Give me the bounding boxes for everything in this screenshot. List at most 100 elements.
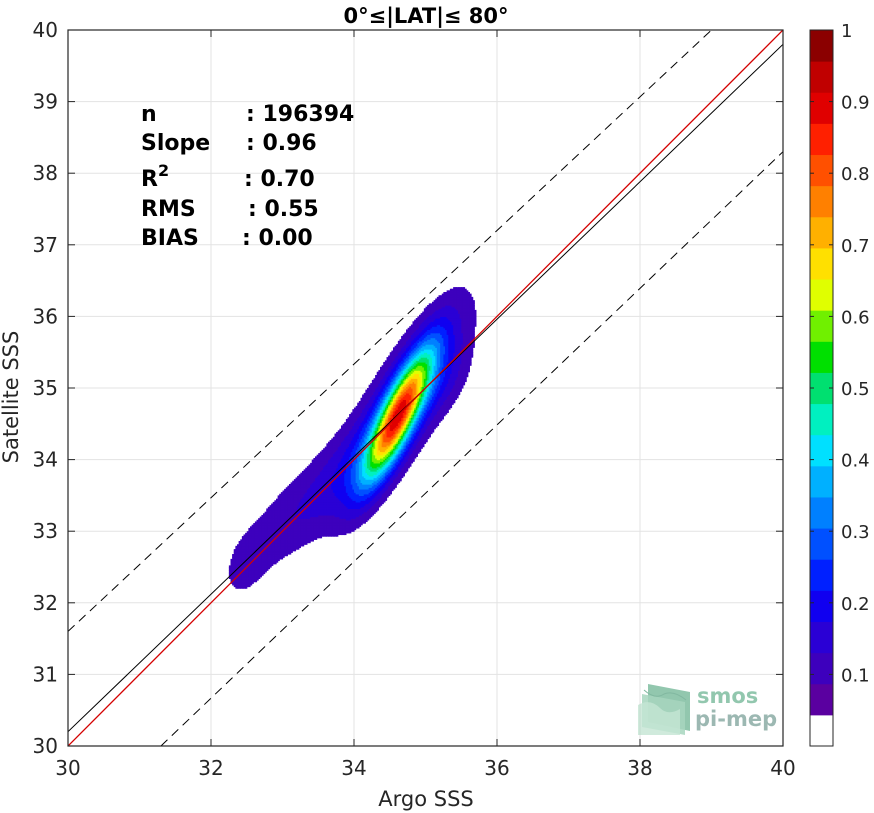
- density-cell: [297, 544, 300, 547]
- density-cell: [399, 438, 402, 441]
- density-cell: [341, 480, 344, 483]
- density-cell: [362, 519, 365, 523]
- density-cell: [264, 521, 267, 524]
- density-cell: [256, 571, 259, 575]
- density-cell: [347, 449, 350, 453]
- density-cell: [256, 540, 259, 544]
- density-cell: [316, 514, 319, 518]
- density-cell: [355, 492, 358, 495]
- density-cell: [391, 459, 394, 462]
- density-cell: [287, 493, 290, 496]
- density-cell: [272, 501, 275, 505]
- density-cell: [331, 492, 334, 495]
- density-cell: [341, 524, 344, 527]
- density-cell: [414, 441, 417, 444]
- density-cell: [409, 448, 412, 451]
- density-cell: [323, 448, 326, 451]
- density-cell: [334, 505, 337, 508]
- density-cell: [371, 451, 375, 454]
- density-cell: [243, 536, 246, 539]
- density-cell: [396, 456, 399, 459]
- density-cell: [337, 448, 340, 451]
- density-cell: [305, 487, 308, 490]
- density-cell: [402, 440, 405, 443]
- density-cell: [334, 454, 337, 457]
- density-cell: [315, 511, 318, 514]
- density-cell: [290, 500, 293, 503]
- density-cell: [337, 440, 340, 443]
- density-cell: [362, 475, 365, 479]
- density-cell: [367, 503, 370, 506]
- density-cell: [332, 469, 336, 472]
- density-cell: [339, 526, 342, 529]
- density-cell: [271, 537, 274, 540]
- density-cell: [365, 518, 368, 521]
- density-cell: [339, 462, 342, 466]
- density-cell: [280, 540, 284, 544]
- density-cell: [391, 444, 394, 448]
- density-cell: [331, 523, 334, 526]
- density-cell: [354, 470, 357, 474]
- density-cell: [332, 484, 336, 487]
- density-cell: [396, 467, 399, 470]
- density-cell: [284, 539, 287, 542]
- density-cell: [302, 516, 305, 519]
- density-cell: [376, 485, 379, 488]
- density-cell: [414, 454, 417, 457]
- density-cell: [331, 485, 334, 488]
- density-cell: [375, 440, 378, 443]
- density-cell: [305, 492, 308, 495]
- density-cell: [302, 487, 305, 490]
- density-cell: [324, 498, 327, 501]
- density-cell: [272, 536, 275, 539]
- density-cell: [347, 488, 350, 492]
- density-cell: [393, 461, 396, 464]
- density-cell: [318, 482, 321, 485]
- density-cell: [305, 472, 308, 475]
- density-cell: [315, 498, 318, 501]
- density-cell: [381, 435, 384, 438]
- density-cell: [329, 521, 332, 524]
- density-cell: [373, 475, 376, 479]
- density-cell: [376, 497, 379, 500]
- density-cell: [315, 474, 318, 477]
- density-cell: [373, 485, 376, 488]
- density-cell: [328, 475, 331, 479]
- density-cell: [410, 461, 414, 464]
- density-cell: [371, 498, 375, 501]
- density-cell: [298, 539, 301, 542]
- density-cell: [345, 433, 349, 436]
- density-cell: [258, 552, 261, 555]
- density-cell: [396, 475, 399, 479]
- density-cell: [258, 545, 261, 549]
- density-cell: [328, 462, 331, 466]
- density-cell: [263, 562, 266, 565]
- density-cell: [362, 518, 365, 521]
- density-cell: [349, 508, 352, 511]
- density-cell: [352, 506, 355, 510]
- density-cell: [391, 446, 394, 449]
- density-cell: [241, 544, 245, 547]
- density-cell: [276, 552, 279, 555]
- density-cell: [315, 501, 318, 505]
- density-cell: [245, 540, 248, 544]
- density-cell: [267, 540, 271, 544]
- density-cell: [367, 493, 370, 496]
- density-cell: [347, 493, 350, 496]
- density-cell: [355, 510, 358, 513]
- density-cell: [334, 510, 337, 513]
- density-cell: [318, 459, 321, 462]
- density-cell: [342, 529, 345, 532]
- density-cell: [318, 511, 321, 514]
- density-cell: [352, 464, 355, 467]
- density-cell: [308, 523, 311, 526]
- density-cell: [263, 526, 266, 529]
- density-cell: [396, 472, 399, 475]
- density-cell: [407, 436, 410, 440]
- density-cell: [362, 513, 365, 516]
- density-cell: [310, 514, 313, 518]
- density-cell: [375, 475, 378, 479]
- density-cell: [383, 462, 386, 466]
- density-cell: [339, 510, 342, 513]
- density-cell: [337, 456, 340, 459]
